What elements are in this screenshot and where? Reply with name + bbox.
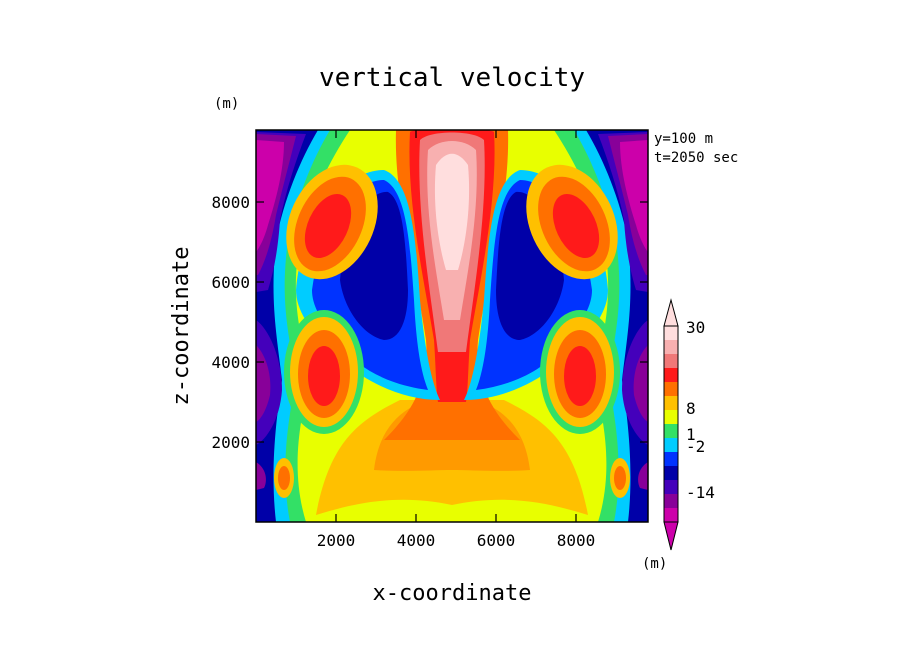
annotation-t: t=2050 sec	[654, 150, 738, 166]
colorbar-unit-label: (m)	[642, 556, 667, 572]
mid-right-lobe-red	[564, 346, 596, 406]
colorbar-tick-label: 30	[686, 318, 705, 337]
colorbar-tick-label: 8	[686, 399, 696, 418]
colorbar-segment	[664, 424, 678, 438]
colorbar-tick-label: -14	[686, 483, 715, 502]
y-axis: 2000 4000 6000 8000	[211, 193, 648, 452]
updraft-core	[434, 153, 470, 270]
colorbar-segment	[664, 480, 678, 494]
left-bottom-purple	[256, 462, 266, 490]
left-edge-magenta	[256, 140, 284, 252]
y-axis-label: z-coordinate	[169, 247, 194, 406]
y-tick-label: 6000	[211, 273, 250, 292]
colorbar-segment	[664, 494, 678, 508]
y-tick-label: 8000	[211, 193, 250, 212]
colorbar-top-arrow	[663, 298, 679, 327]
colorbar-segment	[664, 326, 678, 340]
x-tick-label: 2000	[317, 531, 356, 550]
y-tick-label: 2000	[211, 433, 250, 452]
colorbar-segment	[664, 368, 678, 382]
colorbar-tick-label: 1	[686, 425, 696, 444]
colorbar-segment	[664, 466, 678, 480]
mid-left-lobe-red	[308, 346, 340, 406]
colorbar-tick-label: -2	[686, 437, 705, 456]
colorbar-segment	[664, 452, 678, 466]
colorbar-segment	[664, 382, 678, 396]
x-axis-label: x-coordinate	[373, 581, 532, 606]
plot-frame	[255, 129, 649, 523]
colorbar-segment	[664, 410, 678, 424]
x-axis: 2000 4000 6000 8000	[317, 130, 596, 550]
upper-right-lobe-red	[552, 194, 600, 258]
colorbar-segment	[664, 508, 678, 522]
contour-field	[256, 130, 648, 522]
right-edge-magenta	[620, 140, 648, 252]
chart-title: vertical velocity	[319, 63, 585, 93]
left-lower-magenta	[256, 345, 271, 422]
x-tick-label: 4000	[397, 531, 436, 550]
bottom-right-lobe-orange	[614, 466, 626, 490]
upper-left-lobe-red	[304, 194, 352, 258]
colorbar: 30 8 1-2 -14	[663, 298, 715, 551]
y-tick-label: 4000	[211, 353, 250, 372]
bottom-left-lobe-orange	[278, 466, 290, 490]
x-tick-label: 6000	[477, 531, 516, 550]
colorbar-segment	[664, 354, 678, 368]
colorbar-segment	[664, 396, 678, 410]
annotation-y: y=100 m	[654, 131, 713, 147]
colorbar-segment	[664, 438, 678, 452]
right-bottom-purple	[638, 462, 648, 490]
colorbar-frame	[663, 325, 679, 523]
colorbar-bottom-arrow	[663, 521, 679, 551]
y-unit-label: (m)	[214, 96, 239, 112]
x-tick-label: 8000	[557, 531, 596, 550]
colorbar-segment	[664, 340, 678, 354]
right-lower-magenta	[633, 345, 648, 422]
